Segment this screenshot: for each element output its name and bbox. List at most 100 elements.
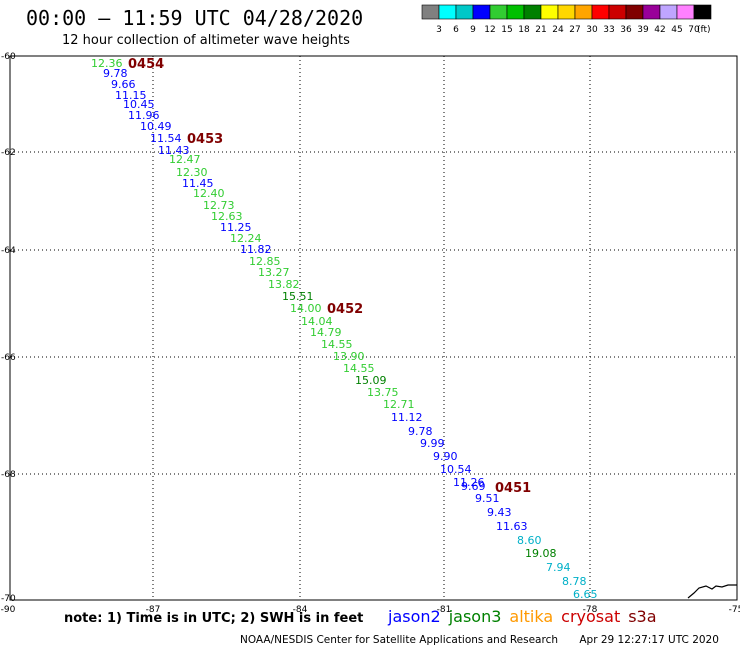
wave-height-reading: 13.27 [258,266,290,279]
legend-swatch [557,4,576,20]
legend-swatch [523,4,542,20]
wave-height-reading: 6.65 [573,588,598,601]
legend-swatch [421,4,440,20]
map-subtitle: 12 hour collection of altimeter wave hei… [62,33,350,48]
latitude-tick-label: -60 [1,52,16,62]
wave-height-reading: 12.71 [383,398,415,411]
legend-bin-label: 18 [518,25,530,35]
legend-unit: (ft) [697,25,711,35]
pass-labels: 0454 0453 0452 0451 [128,57,531,496]
legend-bin-label: 39 [637,25,649,35]
latitude-tick-label: -66 [1,353,16,363]
latitude-tick-label: -62 [1,148,16,158]
wave-height-reading: 12.40 [193,187,225,200]
wave-height-reading: 10.54 [440,463,472,476]
pass-time-label: 0451 [495,481,531,496]
pass-time-label: 0454 [128,57,164,72]
wave-height-reading: 9.78 [408,425,433,438]
legend-swatch [608,4,627,20]
wave-height-reading: 14.55 [343,362,375,375]
coastline-path [687,584,737,599]
axis-ticks: -60 -62 -64 -66 -68 -70-90 -87 -84 -81 -78 -75 [1,52,740,615]
wave-height-reading: 14.79 [310,326,342,339]
wave-height-reading: 15.09 [355,374,387,387]
satellite-cryosat: cryosat [561,607,621,626]
wave-height-reading: 10.45 [123,98,155,111]
wave-height-reading: 9.51 [475,492,500,505]
wave-height-reading: 11.45 [182,177,214,190]
legend-swatch [438,4,457,20]
map-frame [9,55,738,601]
pass-time-label: 0452 [327,302,363,317]
longitude-tick-label: -75 [729,605,740,615]
wave-height-reading: 12.73 [203,199,235,212]
latitude-tick-label: -70 [1,594,16,604]
wave-readings: 12.369.789.6611.1510.4511.9610.4911.5411… [91,57,598,601]
legend-bin-label: 3 [436,25,442,35]
wave-height-reading: 19.08 [525,547,557,560]
wave-height-reading: 14.00 [290,302,322,315]
wave-height-reading: 12.30 [176,166,208,179]
satellite-jason3: jason3 [448,607,502,626]
footer-org: NOAA/NESDIS Center for Satellite Applica… [240,634,558,646]
longitude-tick-label: -84 [293,605,308,615]
wave-height-reading: 12.47 [169,153,201,166]
legend-bin-label: 12 [484,25,495,35]
wave-height-reading: 11.12 [391,411,423,424]
satellite-s3a: s3a [628,607,657,626]
legend-bin-label: 15 [501,25,512,35]
wave-height-reading: 14.55 [321,338,353,351]
satellite-jason2: jason2 [388,607,441,626]
legend-bin-label: 21 [535,25,546,35]
legend-swatch [642,4,661,20]
legend-swatch [574,4,593,20]
coastline [687,584,737,599]
longitude-tick-label: -90 [1,605,16,615]
legend-bin-label: 70 [688,25,700,35]
units-note: note: 1) Time is in UTC; 2) SWH is in fe… [64,611,364,626]
wave-height-reading: 11.96 [128,109,160,122]
wave-height-reading: 12.24 [230,232,262,245]
wave-height-reading: 9.90 [433,450,458,463]
legend-bin-label: 9 [470,25,476,35]
longitude-tick-label: -81 [437,605,452,615]
wave-height-reading: 11.82 [240,243,272,256]
latitude-tick-label: -64 [1,246,16,256]
wave-height-reading: 7.94 [546,561,571,574]
legend-swatch [659,4,678,20]
wave-height-reading: 11.25 [220,221,252,234]
wave-height-reading: 13.90 [333,350,365,363]
footer: NOAA/NESDIS Center for Satellite Applica… [240,634,719,646]
wave-height-reading: 12.63 [211,210,243,223]
legend-swatch [591,4,610,20]
wave-height-reading: 9.99 [420,437,445,450]
legend-bin-label: 36 [620,25,632,35]
legend-bin-label: 45 [671,25,682,35]
legend-swatch [472,4,491,20]
map-title: 00:00 — 11:59 UTC 04/28/2020 [26,6,364,30]
wave-height-reading: 9.66 [111,78,136,91]
legend-swatch [625,4,644,20]
legend-bin-label: 6 [453,25,459,35]
longitude-tick-label: -78 [583,605,598,615]
legend-swatch [506,4,525,20]
satellite-legend: jason2 jason3 altika cryosat s3a [388,607,665,626]
wave-height-reading: 8.60 [517,534,542,547]
legend-swatch [455,4,474,20]
wave-height-reading: 9.78 [103,67,128,80]
graticule [10,56,737,600]
legend-swatch [489,4,508,20]
legend-bin-label: 24 [552,25,564,35]
wave-height-reading: 8.78 [562,575,587,588]
legend-bin-label: 42 [654,25,665,35]
legend-bin-label: 27 [569,25,580,35]
wave-height-reading: 9.43 [487,506,512,519]
wave-height-reading: 15.51 [282,290,314,303]
color-legend: 3 6 9 12 15 18 21 24 27 30 33 36 39 42 45 70(ft) [421,4,712,35]
wave-height-reading: 13.82 [268,278,300,291]
wave-height-reading: 13.75 [367,386,399,399]
wave-height-reading: 11.43 [158,144,190,157]
latitude-tick-label: -68 [1,470,16,480]
satellite-altika: altika [509,607,554,626]
